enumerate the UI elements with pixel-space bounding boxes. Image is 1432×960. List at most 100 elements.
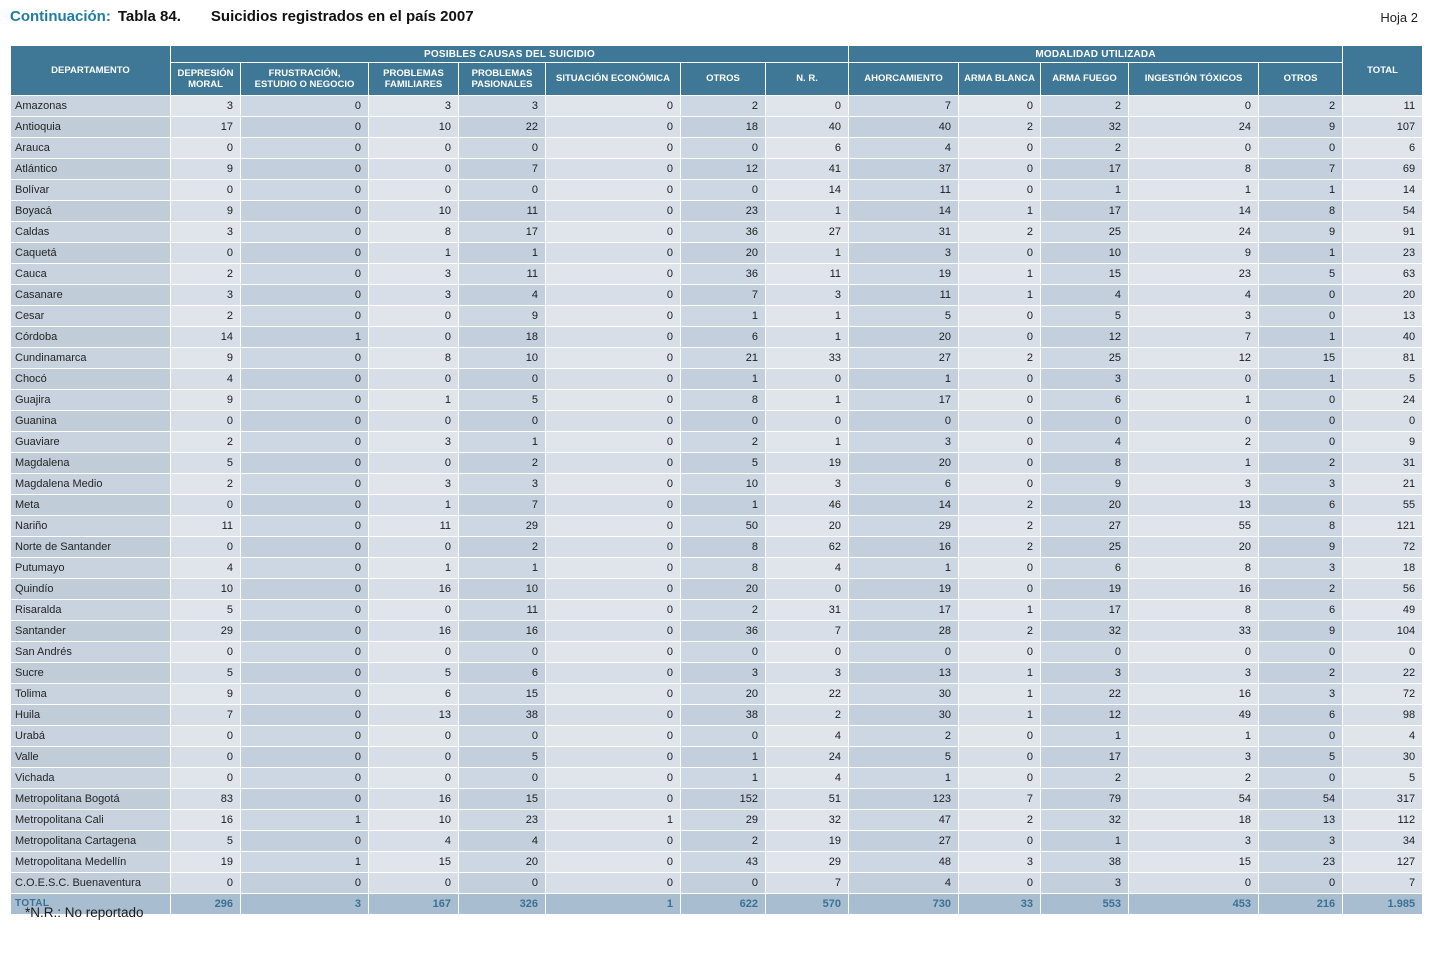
value-cell: 2	[1040, 137, 1130, 159]
value-cell: 2	[1258, 452, 1344, 474]
value-cell: 6	[458, 662, 546, 684]
total-value-cell: 1.985	[1342, 893, 1424, 915]
value-cell: 1	[848, 557, 960, 579]
value-cell: 37	[848, 158, 960, 180]
value-cell: 17	[848, 389, 960, 411]
value-cell: 2	[458, 536, 546, 558]
table-row: San Andrés 0 0 0 0 0 0 0 0 0 0 0 0 0	[10, 641, 1424, 663]
value-cell: 0	[545, 179, 681, 201]
value-cell: 2	[958, 494, 1042, 516]
value-cell: 18	[1128, 809, 1260, 831]
department-cell: Córdoba	[10, 326, 171, 348]
value-cell: 8	[680, 389, 766, 411]
value-cell: 0	[240, 242, 369, 264]
value-cell: 3	[368, 431, 459, 453]
value-cell: 0	[958, 137, 1042, 159]
department-cell: Metropolitana Medellín	[10, 851, 171, 873]
value-cell: 0	[368, 410, 459, 432]
value-cell: 0	[545, 578, 681, 600]
value-cell: 20	[1342, 284, 1424, 306]
value-cell: 0	[240, 746, 369, 768]
value-cell: 22	[458, 116, 546, 138]
table-row: Cauca 2 0 3 11 0 36 11 19 1 15 23 5 63	[10, 263, 1424, 285]
value-cell: 16	[170, 809, 241, 831]
value-cell: 4	[368, 830, 459, 852]
value-cell: 1	[1128, 179, 1260, 201]
value-cell: 0	[545, 557, 681, 579]
value-cell: 0	[368, 536, 459, 558]
value-cell: 1	[240, 809, 369, 831]
value-cell: 3	[1040, 368, 1130, 390]
value-cell: 14	[170, 326, 241, 348]
value-cell: 0	[545, 389, 681, 411]
value-cell: 0	[958, 767, 1042, 789]
value-cell: 0	[958, 452, 1042, 474]
value-cell: 7	[764, 620, 850, 642]
value-cell: 107	[1342, 116, 1424, 138]
value-cell: 72	[1342, 683, 1424, 705]
value-cell: 1	[458, 431, 546, 453]
value-cell: 27	[764, 221, 850, 243]
value-cell: 3	[458, 473, 546, 495]
value-cell: 1	[458, 557, 546, 579]
value-cell: 0	[1258, 767, 1344, 789]
value-cell: 4	[764, 557, 850, 579]
value-cell: 0	[240, 830, 369, 852]
value-cell: 38	[1040, 851, 1130, 873]
value-cell: 8	[680, 557, 766, 579]
value-cell: 8	[1040, 452, 1130, 474]
table-body: Amazonas 3 0 3 3 0 2 0 7 0 2 0 2 11 Antioquia 17 0 10 22 0 1…	[10, 95, 1424, 915]
table-row: Amazonas 3 0 3 3 0 2 0 7 0 2 0 2 11	[10, 95, 1424, 117]
value-cell: 1	[764, 431, 850, 453]
sheet-number-label: Hoja 2	[1380, 10, 1418, 25]
value-cell: 31	[848, 221, 960, 243]
table-row: Metropolitana Bogotá 83 0 16 15 0 152 51 123 7 79 5…	[10, 788, 1424, 810]
value-cell: 40	[764, 116, 850, 138]
department-cell: Tolima	[10, 683, 171, 705]
value-cell: 0	[458, 410, 546, 432]
value-cell: 3	[1258, 473, 1344, 495]
value-cell: 0	[1128, 410, 1260, 432]
value-cell: 0	[545, 494, 681, 516]
value-cell: 24	[1342, 389, 1424, 411]
value-cell: 17	[1040, 200, 1130, 222]
value-cell: 0	[240, 452, 369, 474]
value-cell: 7	[1258, 158, 1344, 180]
value-cell: 0	[958, 242, 1042, 264]
value-cell: 1	[958, 200, 1042, 222]
value-cell: 0	[240, 263, 369, 285]
value-cell: 8	[680, 536, 766, 558]
header-otros-modalidad: OTROS	[1258, 62, 1344, 96]
table-row: Caldas 3 0 8 17 0 36 27 31 2 25 24 9 91	[10, 221, 1424, 243]
department-cell: Metropolitana Bogotá	[10, 788, 171, 810]
value-cell: 30	[1342, 746, 1424, 768]
value-cell: 1	[764, 389, 850, 411]
value-cell: 0	[545, 242, 681, 264]
value-cell: 0	[170, 746, 241, 768]
value-cell: 15	[368, 851, 459, 873]
value-cell: 20	[848, 452, 960, 474]
value-cell: 1	[764, 242, 850, 264]
value-cell: 16	[368, 620, 459, 642]
value-cell: 7	[458, 494, 546, 516]
department-cell: Huila	[10, 704, 171, 726]
value-cell: 79	[1040, 788, 1130, 810]
value-cell: 0	[545, 116, 681, 138]
department-cell: San Andrés	[10, 641, 171, 663]
value-cell: 1	[958, 662, 1042, 684]
value-cell: 4	[170, 557, 241, 579]
table-row: Sucre 5 0 5 6 0 3 3 13 1 3 3 2 22	[10, 662, 1424, 684]
value-cell: 27	[1040, 515, 1130, 537]
value-cell: 8	[368, 347, 459, 369]
value-cell: 0	[368, 746, 459, 768]
value-cell: 29	[680, 809, 766, 831]
value-cell: 0	[368, 137, 459, 159]
value-cell: 0	[1128, 641, 1260, 663]
value-cell: 23	[1342, 242, 1424, 264]
value-cell: 0	[764, 95, 850, 117]
value-cell: 7	[958, 788, 1042, 810]
value-cell: 69	[1342, 158, 1424, 180]
value-cell: 0	[958, 368, 1042, 390]
value-cell: 0	[764, 368, 850, 390]
value-cell: 0	[680, 641, 766, 663]
